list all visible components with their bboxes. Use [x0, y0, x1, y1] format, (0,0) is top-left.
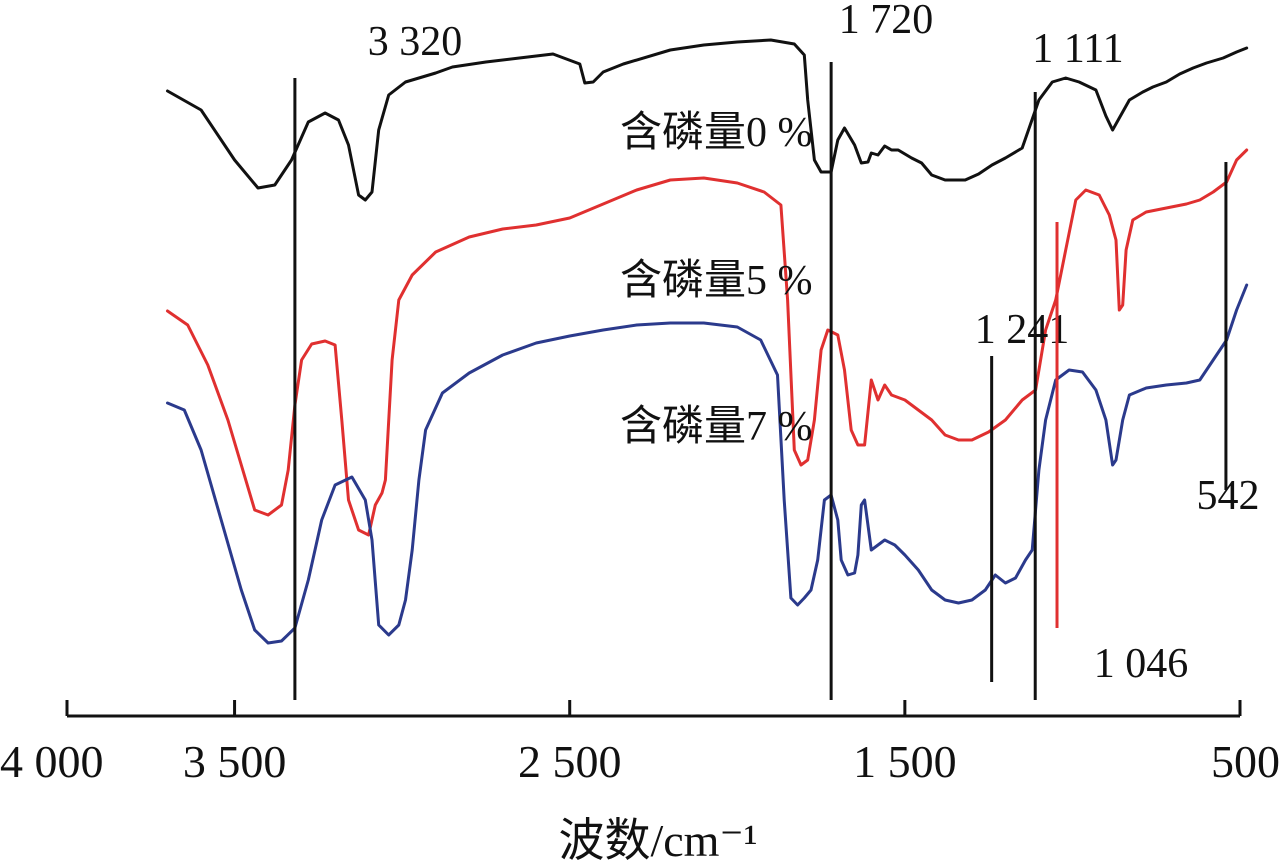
- series-labels-layer: 含磷量0 % 含磷量5 % 含磷量7 %: [620, 110, 813, 450]
- peak-label-1241: 1 241: [975, 307, 1070, 353]
- spectrum-line-0: [166, 38, 1249, 202]
- series-label-2: 含磷量7 %: [620, 404, 813, 450]
- x-axis: 4 000 3 500 2 500 1 500 500: [0, 700, 1280, 787]
- x-tick-label-3500: 3 500: [183, 736, 287, 787]
- x-tick-label-4000: 4 000: [0, 736, 104, 787]
- series-label-0: 含磷量0 %: [620, 110, 813, 156]
- spectrum-line-2: [166, 283, 1249, 645]
- x-tick-label-2500: 2 500: [518, 736, 622, 787]
- peak-markers-layer: 3 320 1 720 1 111 1 241 1 046 542: [293, 0, 1260, 700]
- peak-label-1720: 1 720: [839, 0, 934, 43]
- x-tick-label-500: 500: [1211, 736, 1280, 787]
- x-axis-title: 波数/cm⁻¹: [558, 815, 757, 866]
- peak-label-3320: 3 320: [368, 19, 463, 65]
- series-label-1: 含磷量5 %: [620, 258, 813, 304]
- peak-label-542: 542: [1197, 473, 1260, 519]
- x-tick-label-1500: 1 500: [853, 736, 957, 787]
- spectrum-line-1: [166, 148, 1249, 537]
- peak-label-1046: 1 046: [1094, 641, 1189, 687]
- spectra-layer: [166, 38, 1249, 645]
- peak-label-1111: 1 111: [1032, 26, 1123, 72]
